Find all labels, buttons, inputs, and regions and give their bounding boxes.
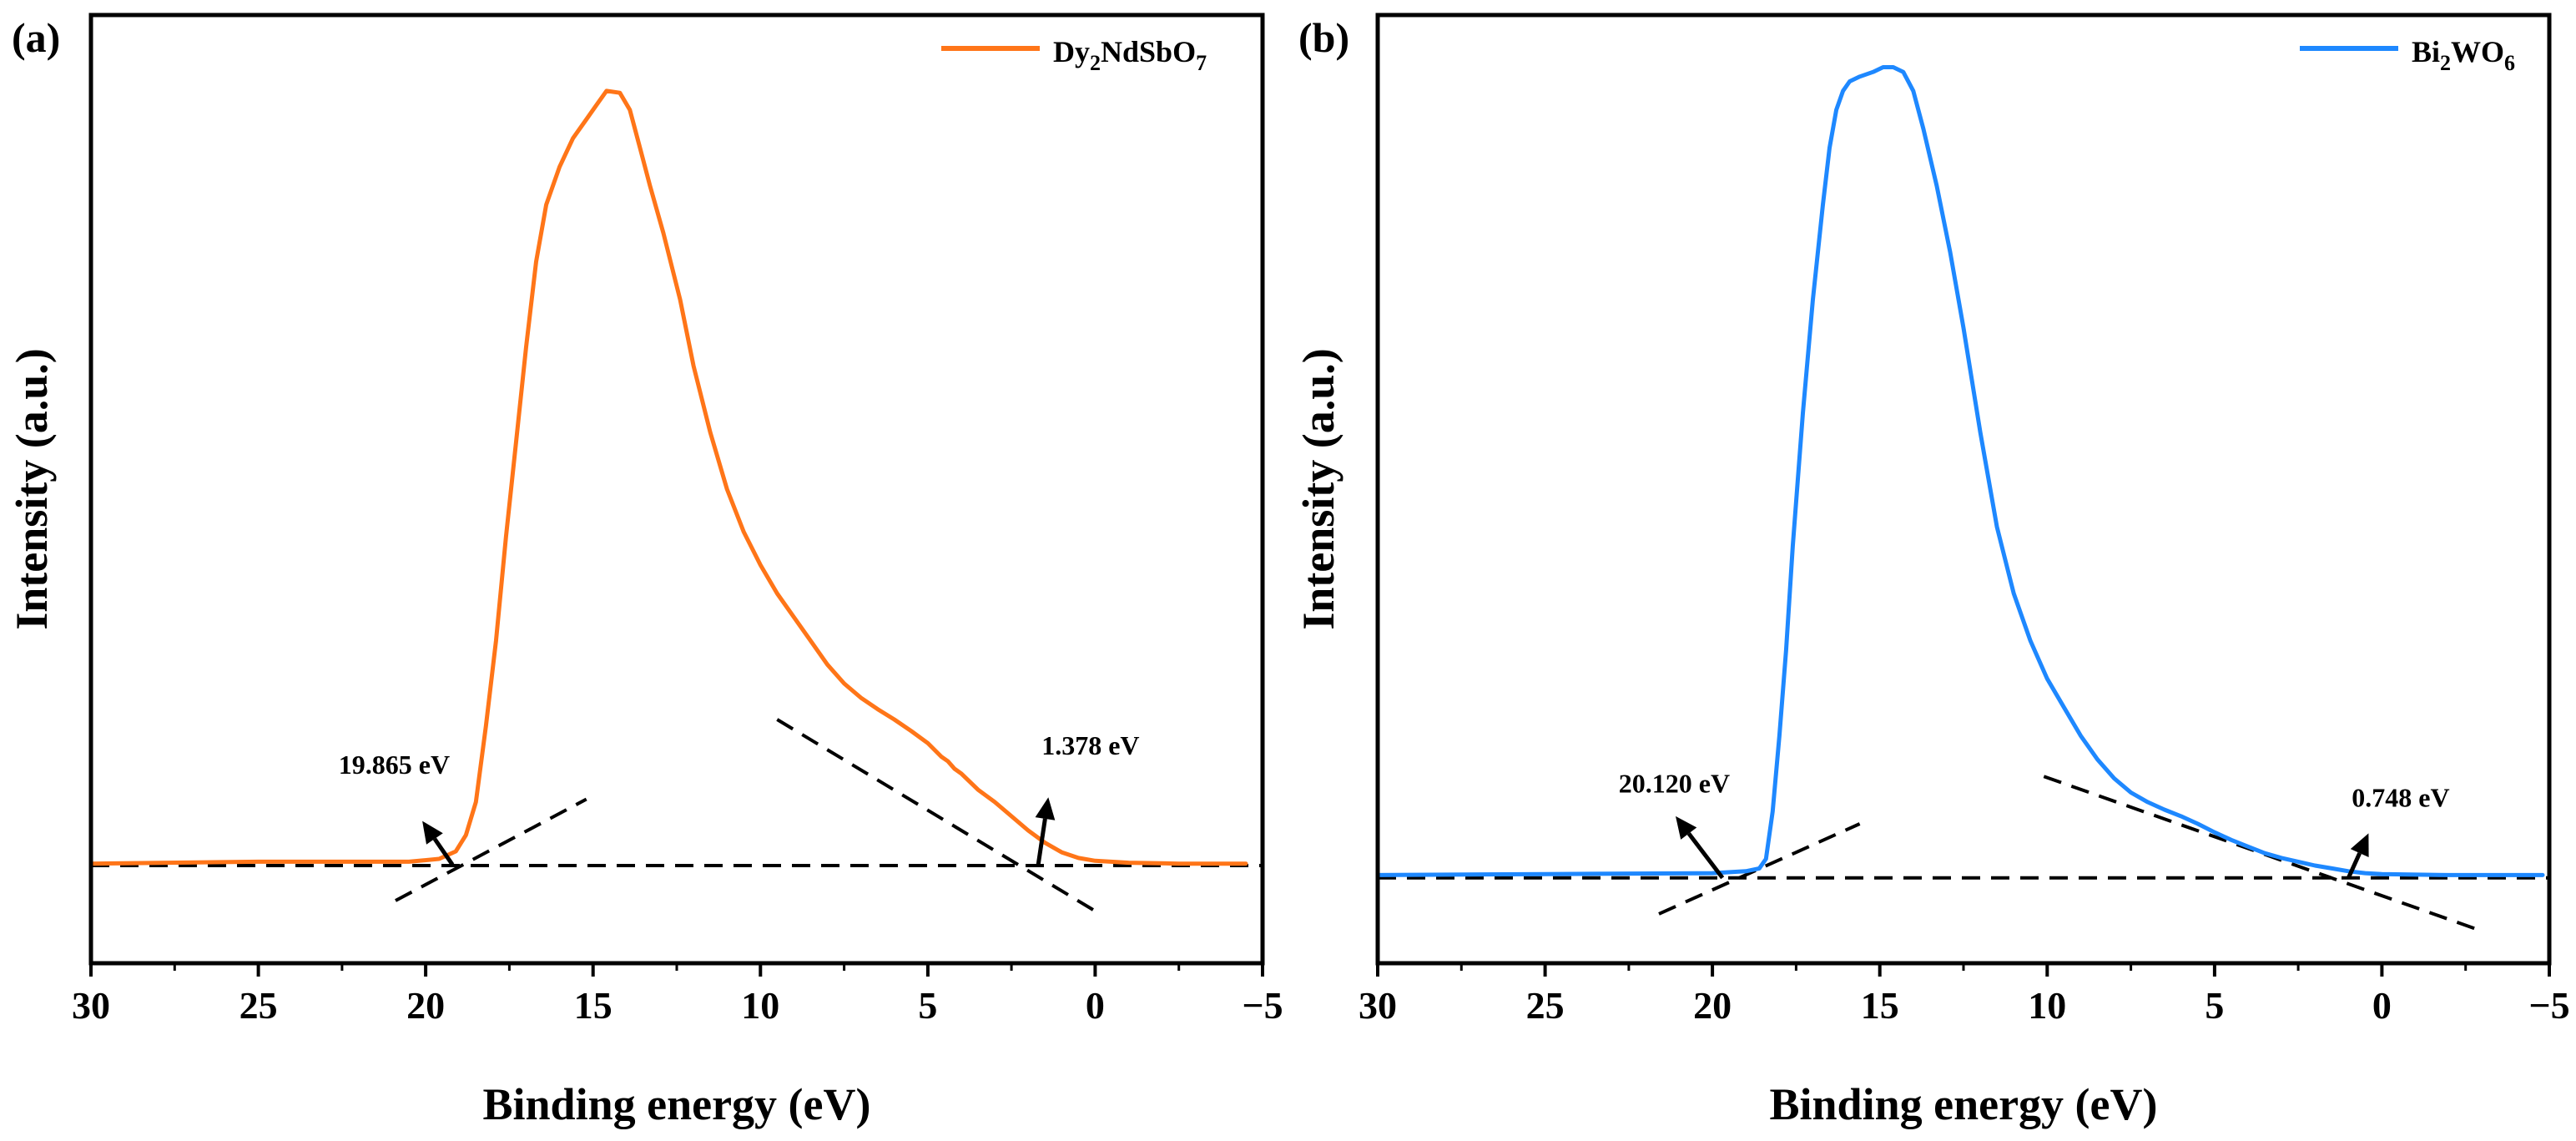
annotation-label: 1.378 eV — [1041, 730, 1139, 760]
annotations: 19.865 eV 1.378 eV — [339, 730, 1140, 866]
annotation-arrow-shaft — [1036, 818, 1047, 866]
y-axis-title: Intensity (a.u.) — [7, 348, 57, 630]
annotation-arrow-head — [2350, 833, 2369, 857]
series-group — [1375, 65, 2545, 877]
x-tick-label: 5 — [2205, 984, 2224, 1027]
x-tick-label: 25 — [1526, 984, 1565, 1027]
x-tick-label: −5 — [2528, 984, 2569, 1027]
series-line — [1375, 65, 2545, 877]
x-tick-label: 0 — [1086, 984, 1105, 1027]
guide-lines — [91, 718, 1263, 913]
y-axis-title: Intensity (a.u.) — [1293, 348, 1343, 630]
annotation-label: 0.748 eV — [2352, 783, 2449, 813]
series-group — [88, 88, 1248, 866]
guide-left-tangent — [1658, 822, 1861, 916]
x-tick-label: 20 — [1693, 984, 1732, 1027]
panel-a: (a) 19.865 eV 1.378 eV 30 25 20 15 10 5 0 −5 Dy2… — [7, 13, 1283, 1129]
annotations: 20.120 eV 0.748 eV — [1619, 769, 2450, 880]
panel-b: (b) 20.120 eV 0.748 eV 30 25 20 15 10 5 0 −5 Bi2… — [1293, 13, 2570, 1129]
x-tick-label: 30 — [72, 984, 110, 1027]
plot-frame — [88, 13, 1265, 966]
x-tick-label: −5 — [1242, 984, 1283, 1027]
annotation-arrow-shaft — [1686, 832, 1725, 880]
guide-left-tangent — [395, 797, 587, 902]
x-tick-label: 15 — [574, 984, 612, 1027]
guide-lines — [1378, 775, 2549, 932]
annotation-arrow-shaft — [432, 837, 455, 866]
x-tick-label: 10 — [2028, 984, 2066, 1027]
annotation-label: 19.865 eV — [339, 750, 450, 780]
x-tick-label: 5 — [918, 984, 937, 1027]
legend: Bi2WO6 — [2300, 35, 2515, 75]
x-tick-label: 25 — [239, 984, 278, 1027]
guide-right-tangent — [776, 718, 1096, 913]
annotation-arrow-shaft — [2347, 852, 2362, 879]
legend: Dy2NdSbO7 — [941, 35, 1207, 75]
x-tick-label: 20 — [406, 984, 445, 1027]
x-axis-title: Binding energy (eV) — [1770, 1079, 2158, 1129]
annotation-arrow-head — [1035, 797, 1056, 820]
guide-right-tangent — [2043, 775, 2480, 932]
x-axis-title: Binding energy (eV) — [483, 1079, 871, 1129]
x-tick-label: 30 — [1359, 984, 1397, 1027]
annotation-label: 20.120 eV — [1619, 769, 1730, 799]
legend-label: Dy2NdSbO7 — [1053, 35, 1207, 75]
x-tick-label: 15 — [1861, 984, 1899, 1027]
x-axis-ticks: 30 25 20 15 10 5 0 −5 — [1359, 963, 2570, 1027]
x-tick-label: 0 — [2372, 984, 2392, 1027]
legend-label: Bi2WO6 — [2412, 35, 2515, 75]
panel-letter: (a) — [12, 14, 60, 61]
x-axis-ticks: 30 25 20 15 10 5 0 −5 — [72, 963, 1283, 1027]
x-tick-label: 10 — [741, 984, 779, 1027]
annotation-arrow-head — [1676, 815, 1697, 840]
series-line — [88, 88, 1248, 866]
panel-letter: (b) — [1298, 14, 1349, 61]
plot-frame — [1375, 13, 2552, 966]
annotation-arrow-head — [422, 820, 443, 845]
